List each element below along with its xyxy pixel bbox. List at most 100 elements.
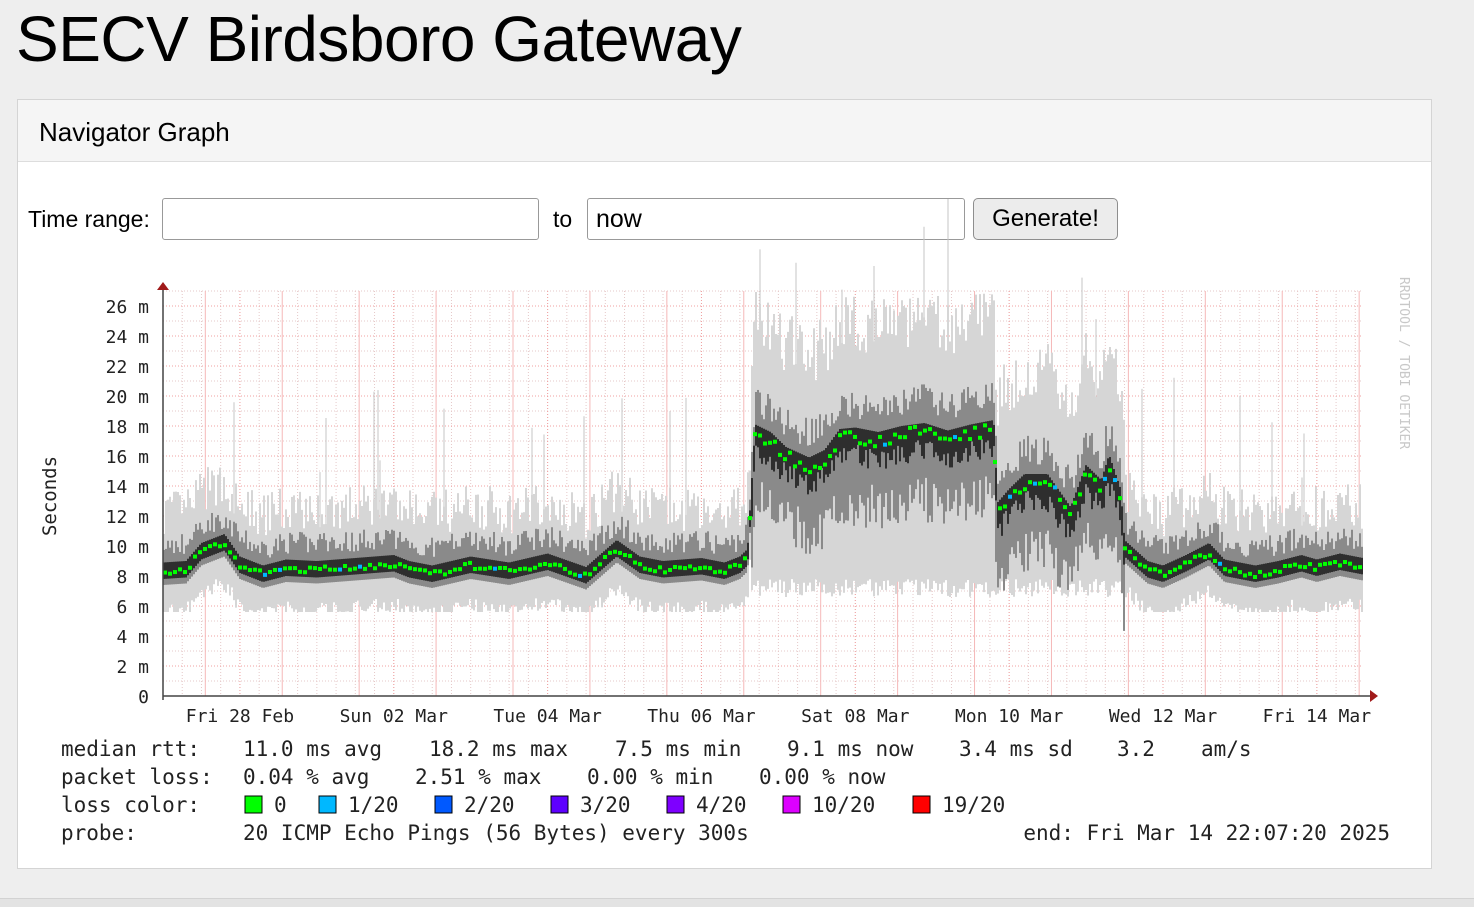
median-point — [803, 467, 807, 472]
median-point — [668, 567, 672, 572]
median-point — [623, 553, 627, 558]
median-point — [898, 435, 902, 440]
loss-color-swatch — [550, 795, 569, 814]
loss-color-swatch — [666, 795, 685, 814]
loss-color-swatch — [434, 795, 453, 814]
packet-loss-min: 0.00 % min — [587, 765, 713, 789]
median-point — [223, 543, 227, 548]
median-point — [773, 439, 777, 444]
median-point — [418, 567, 422, 572]
legend: median rtt: 11.0 ms avg 18.2 ms max 7.5 … — [61, 737, 1390, 845]
median-point — [1338, 563, 1342, 568]
median-point — [243, 565, 247, 570]
median-point — [383, 563, 387, 568]
median-point — [918, 431, 922, 436]
median-point — [178, 567, 182, 572]
start-time-input[interactable] — [162, 198, 539, 240]
median-point — [1133, 556, 1137, 561]
median-point — [483, 566, 487, 571]
median-point — [983, 423, 987, 428]
median-point — [1188, 560, 1192, 565]
median-point — [183, 570, 187, 575]
median-point — [853, 434, 857, 439]
median-point — [463, 562, 467, 567]
median-point — [978, 435, 982, 440]
y-tick-label: 18 m — [106, 417, 149, 438]
median-point — [893, 432, 897, 437]
median-point — [603, 554, 607, 559]
median-point — [943, 436, 947, 441]
end-time-input[interactable] — [587, 198, 965, 240]
median-point — [398, 562, 402, 567]
median-point — [348, 567, 352, 572]
median-point — [443, 572, 447, 577]
median-point — [453, 567, 457, 572]
median-point — [1183, 560, 1187, 565]
median-point — [1098, 488, 1102, 493]
median-point — [218, 544, 222, 549]
median-point — [878, 434, 882, 439]
median-point — [228, 550, 232, 555]
median-point — [573, 572, 577, 577]
median-point — [248, 568, 252, 573]
loss-color-swatch-label: 10/20 — [812, 793, 875, 817]
median-point — [1303, 565, 1307, 570]
x-tick-label: Mon 10 Mar — [955, 706, 1064, 727]
median-point — [1058, 497, 1062, 502]
median-point — [303, 570, 307, 575]
median-point — [988, 427, 992, 432]
median-point — [1108, 468, 1112, 473]
median-point — [753, 432, 757, 437]
median-point — [458, 567, 462, 572]
loss-color-swatch-label: 4/20 — [696, 793, 747, 817]
y-tick-label: 6 m — [116, 597, 149, 618]
median-point — [768, 440, 772, 445]
median-point — [858, 441, 862, 446]
median-point — [693, 567, 697, 572]
median-point — [358, 564, 362, 569]
y-tick-label: 14 m — [106, 477, 149, 498]
median-point — [493, 566, 497, 571]
median-point — [163, 570, 167, 575]
median-point — [908, 425, 912, 430]
median-point — [1008, 494, 1012, 499]
rtt-smoke-band — [163, 199, 1363, 631]
median-point — [743, 556, 747, 561]
median-point — [433, 569, 437, 574]
median-point — [468, 560, 472, 565]
x-axis-arrow — [1370, 690, 1378, 702]
y-tick-label: 10 m — [106, 537, 149, 558]
y-tick-label: 2 m — [116, 657, 149, 678]
median-point — [813, 464, 817, 469]
packet-loss-label: packet loss: — [61, 765, 213, 789]
median-point — [848, 430, 852, 435]
median-point — [658, 565, 662, 570]
median-point — [253, 567, 257, 572]
median-point — [678, 565, 682, 570]
median-point — [1163, 573, 1167, 578]
median-point — [1038, 481, 1042, 486]
median-point — [1143, 564, 1147, 569]
median-point — [368, 562, 372, 567]
median-point — [363, 566, 367, 571]
median-point — [793, 464, 797, 469]
median-point — [993, 460, 997, 465]
median-point — [313, 566, 317, 571]
median-point — [1293, 562, 1297, 567]
median-point — [1053, 485, 1057, 490]
median-point — [818, 465, 822, 470]
median-point — [1208, 553, 1212, 558]
navigator-panel: Navigator Graph Time range: to Generate!… — [17, 99, 1432, 869]
x-tick-label: Fri 28 Feb — [186, 706, 294, 727]
median-point — [1258, 569, 1262, 574]
median-point — [718, 569, 722, 574]
loss-color-swatch-label: 3/20 — [580, 793, 631, 817]
median-point — [643, 566, 647, 571]
generate-button[interactable]: Generate! — [973, 198, 1118, 240]
median-point — [1283, 564, 1287, 569]
median-point — [1073, 500, 1077, 505]
median-point — [618, 550, 622, 555]
median-rtt-avg: 11.0 ms avg — [243, 737, 382, 761]
median-point — [708, 566, 712, 571]
median-point — [1213, 558, 1217, 563]
